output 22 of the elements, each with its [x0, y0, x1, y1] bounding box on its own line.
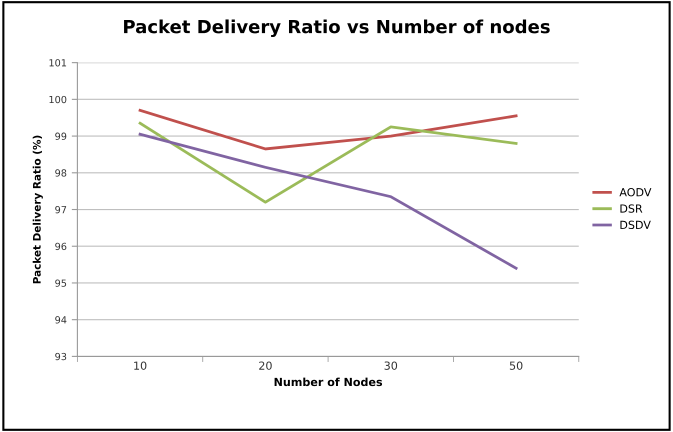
legend-label: AODV [619, 188, 652, 196]
line-series [138, 132, 518, 270]
y-tick-label: 95 [55, 279, 66, 287]
y-tick-label: 101 [49, 59, 66, 66]
y-tick-label: 100 [49, 96, 66, 104]
y-tick-label: 93 [55, 352, 66, 360]
x-tick-label: 50 [510, 361, 522, 370]
y-tick-label: 94 [55, 316, 66, 324]
chart-title: Packet Delivery Ratio vs Number of nodes [124, 19, 550, 38]
y-tick-label: 96 [55, 242, 66, 250]
line-series [138, 122, 518, 204]
line-series [138, 108, 518, 150]
y-axis-title: Packet Delivery Ratio (%) [32, 136, 43, 284]
legend-label: DSDV [620, 220, 651, 230]
legend-label: DSR [620, 204, 642, 213]
y-tick-label: 99 [55, 132, 66, 140]
y-tick-label: 98 [55, 169, 66, 177]
x-tick-label: 10 [134, 361, 146, 370]
x-axis-title: Number of Nodes [274, 378, 382, 386]
x-tick-label: 30 [384, 361, 398, 370]
x-tick-label: 20 [259, 361, 272, 370]
y-tick-label: 97 [55, 206, 66, 214]
